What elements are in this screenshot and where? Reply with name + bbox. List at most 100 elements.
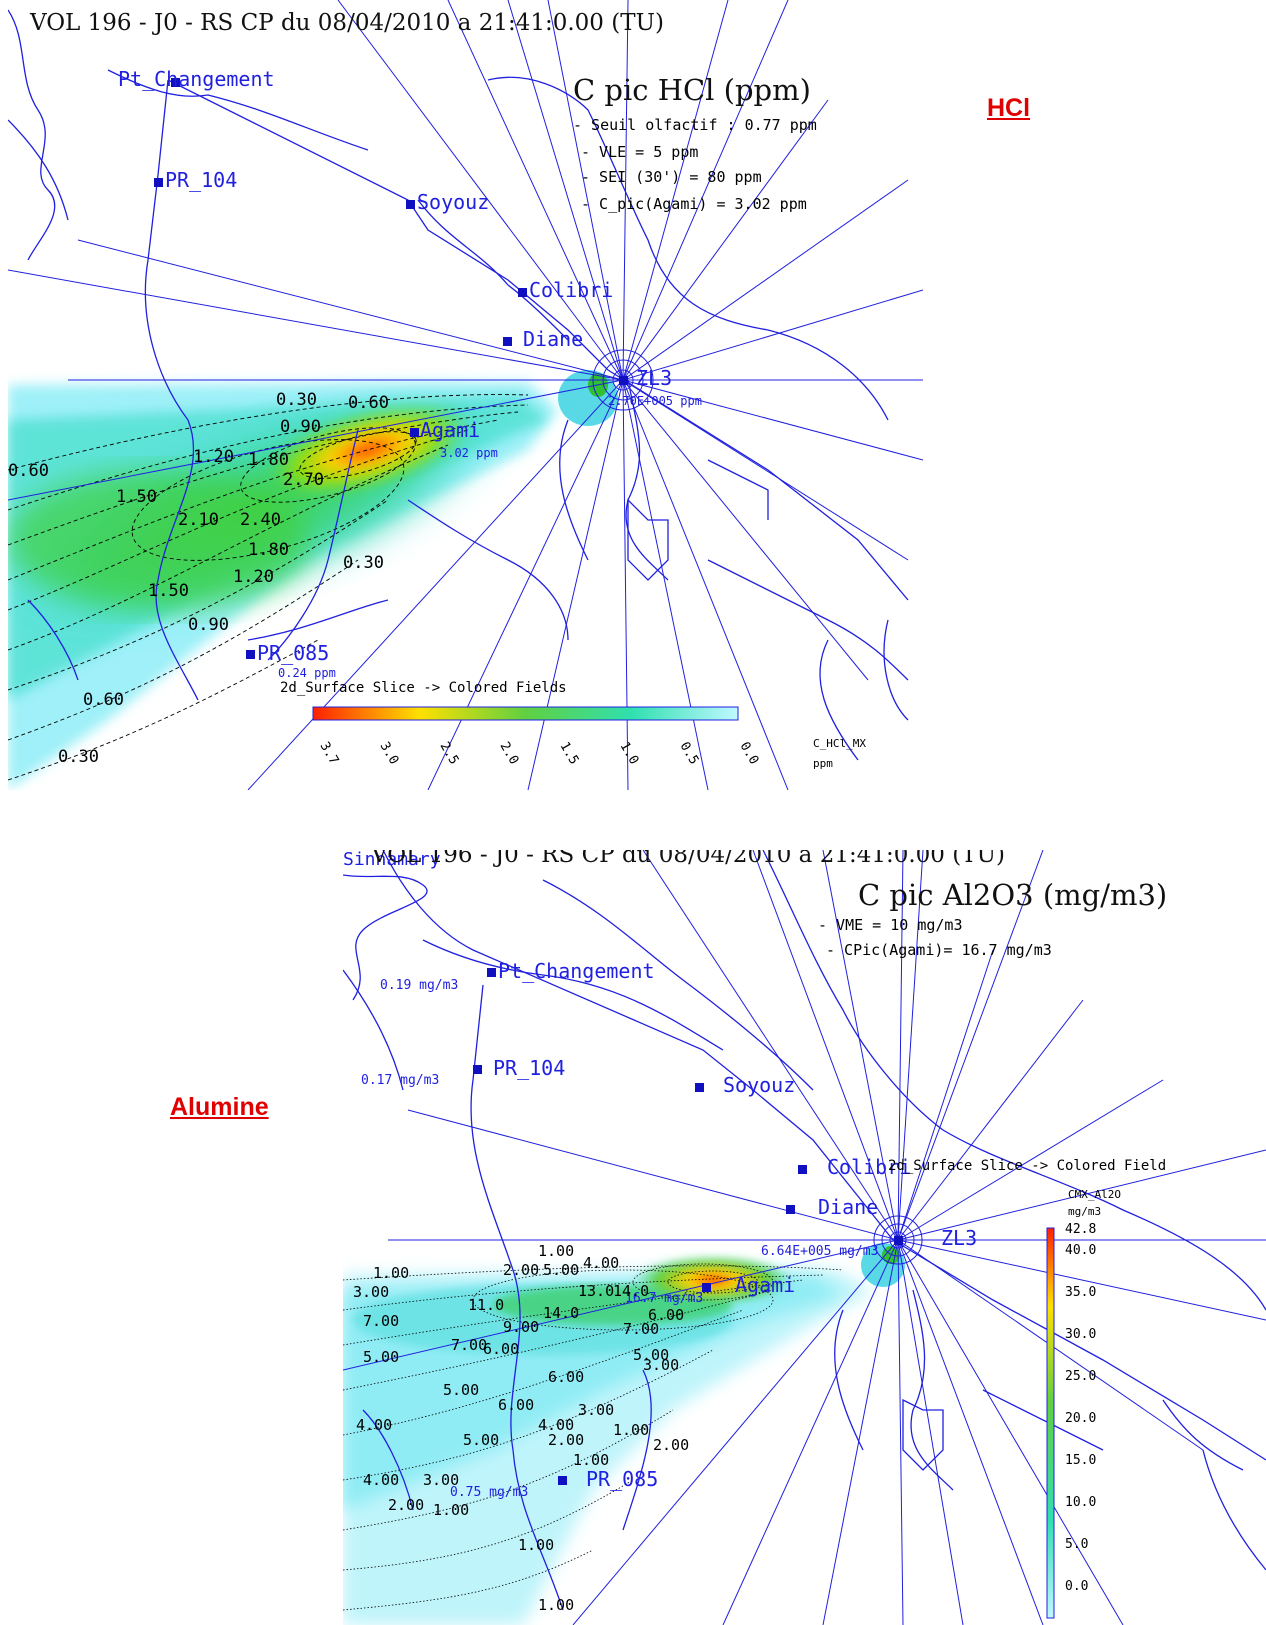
- svg-text:PR_104: PR_104: [165, 168, 237, 192]
- svg-text:6.00: 6.00: [648, 1306, 684, 1324]
- hcl-station-soyouz: Soyouz: [406, 190, 489, 214]
- svg-text:25.0: 25.0: [1065, 1369, 1096, 1384]
- hcl-contour-labels: 0.30 0.60 0.90 1.20 1.50 1.80 2.10 2.40 …: [8, 390, 389, 767]
- hcl-contours: [8, 394, 529, 781]
- alumine-colorbar: 2d_Surface Slice -> Colored Field CMX_Al…: [888, 1158, 1166, 1619]
- hcl-radial-lines: [8, 0, 923, 790]
- svg-text:11.0: 11.0: [468, 1296, 504, 1314]
- station-marker-icon: [503, 337, 512, 346]
- hcl-threshold-vle: - VLE = 5 ppm: [581, 143, 698, 161]
- svg-text:5.00: 5.00: [543, 1261, 579, 1279]
- contour-label: 0.90: [188, 615, 229, 635]
- svg-text:PR_104: PR_104: [493, 1056, 565, 1080]
- svg-text:3.7: 3.7: [317, 740, 342, 768]
- svg-text:ZL3: ZL3: [636, 366, 672, 390]
- svg-text:2.00: 2.00: [548, 1431, 584, 1449]
- hcl-run-header: VOL 196 - J0 - RS CP du 08/04/2010 a 21:…: [29, 10, 664, 36]
- svg-text:7.00: 7.00: [623, 1320, 659, 1338]
- svg-text:2.00: 2.00: [653, 1436, 689, 1454]
- svg-text:42.8: 42.8: [1065, 1222, 1096, 1237]
- hcl-station-pr085: PR_085 0.24 ppm: [246, 641, 336, 680]
- colorbar-caption: 2d_Surface Slice -> Colored Field: [888, 1158, 1166, 1174]
- svg-text:4.00: 4.00: [356, 1416, 392, 1434]
- svg-text:2.00: 2.00: [503, 1261, 539, 1279]
- svg-text:3.00: 3.00: [578, 1401, 614, 1419]
- svg-text:3.02 ppm: 3.02 ppm: [440, 446, 498, 460]
- station-marker-icon: [410, 428, 419, 437]
- alumine-map-title: C pic Al2O3 (mg/m3): [858, 878, 1167, 912]
- svg-text:1.0: 1.0: [617, 740, 642, 768]
- colorbar-variable: C_HCl_MX: [813, 737, 866, 750]
- hcl-plume-field: [8, 370, 618, 790]
- svg-text:ZL3: ZL3: [941, 1226, 977, 1250]
- alumine-map-lines: [343, 850, 1266, 1611]
- svg-text:Diane: Diane: [523, 327, 583, 351]
- svg-text:0.24 ppm: 0.24 ppm: [278, 666, 336, 680]
- alumine-station-pt-changement: Pt_Changement 0.19 mg/m3: [380, 959, 655, 993]
- alumine-station-pr085: PR_085 0.75 mg/m3: [450, 1467, 658, 1500]
- svg-text:Pt_Changement: Pt_Changement: [118, 67, 275, 91]
- contour-label: 1.20: [233, 567, 274, 587]
- svg-text:1.00: 1.00: [573, 1451, 609, 1469]
- panel-label-hcl: HCl: [987, 94, 1031, 122]
- colorbar-unit: ppm: [813, 757, 833, 770]
- hcl-station-diane: Diane: [503, 327, 583, 351]
- svg-text:1.5: 1.5: [557, 740, 582, 768]
- hcl-map-title: C pic HCl (ppm): [573, 73, 811, 107]
- hcl-threshold-olfactif: - Seuil olfactif : 0.77 ppm: [573, 116, 817, 134]
- station-marker-icon: [695, 1083, 704, 1092]
- hcl-station-pr104: PR_104: [154, 168, 237, 192]
- contour-label: 2.10: [178, 510, 219, 530]
- svg-text:6.00: 6.00: [498, 1396, 534, 1414]
- alumine-run-header: VOL 196 - J0 - RS CP du 08/04/2010 a 21:…: [370, 850, 1005, 868]
- svg-text:1.00: 1.00: [433, 1501, 469, 1519]
- svg-text:PR_085: PR_085: [586, 1467, 658, 1491]
- contour-label: 1.80: [248, 540, 289, 560]
- svg-text:4.00: 4.00: [363, 1471, 399, 1489]
- svg-text:10.0: 10.0: [1065, 1495, 1096, 1510]
- alumine-radial-lines: [343, 850, 1266, 1625]
- station-marker-icon: [154, 178, 163, 187]
- station-marker-icon: [473, 1065, 482, 1074]
- alumine-threshold-agami: - CPic(Agami)= 16.7 mg/m3: [826, 941, 1052, 959]
- contour-label: 2.40: [240, 510, 281, 530]
- alumine-station-colibri: Colibri: [798, 1155, 911, 1179]
- svg-text:5.00: 5.00: [443, 1381, 479, 1399]
- alumine-station-pr104: PR_104 0.17 mg/m3: [361, 1056, 565, 1088]
- station-marker-icon: [619, 376, 628, 385]
- colorbar-ticks: 42.8 40.0 35.0 30.0 25.0 20.0 15.0 10.0 …: [1065, 1222, 1096, 1594]
- hcl-station-agami: Agami 3.02 ppm: [410, 418, 498, 460]
- hcl-station-zl3: ZL3 2.70E+005 ppm: [608, 366, 702, 408]
- svg-text:0.19 mg/m3: 0.19 mg/m3: [380, 978, 458, 993]
- station-marker-icon: [702, 1283, 711, 1292]
- contour-label: 1.20: [193, 447, 234, 467]
- hcl-colorbar: 2d_Surface Slice -> Colored Fields 3.7 3…: [280, 680, 866, 770]
- alumine-town-sinnamary: Sinnamary: [343, 850, 441, 870]
- svg-text:5.0: 5.0: [1065, 1537, 1088, 1552]
- svg-text:7.00: 7.00: [451, 1336, 487, 1354]
- alumine-contour-labels: 1.00 3.00 7.00 5.00 11.0 2.00 5.00 4.00 …: [353, 1242, 689, 1614]
- svg-text:Soyouz: Soyouz: [417, 190, 489, 214]
- station-marker-icon: [894, 1236, 903, 1245]
- contour-label: 1.80: [248, 450, 289, 470]
- station-marker-icon: [558, 1476, 567, 1485]
- svg-text:1.00: 1.00: [373, 1264, 409, 1282]
- svg-text:Colibri: Colibri: [827, 1155, 911, 1179]
- alumine-station-diane: Diane: [786, 1195, 878, 1219]
- svg-text:14.0: 14.0: [613, 1282, 649, 1300]
- svg-text:0.75 mg/m3: 0.75 mg/m3: [450, 1485, 528, 1500]
- svg-text:1.00: 1.00: [538, 1596, 574, 1614]
- svg-text:14.0: 14.0: [543, 1304, 579, 1322]
- colorbar-caption: 2d_Surface Slice -> Colored Fields: [280, 680, 567, 696]
- station-marker-icon: [786, 1205, 795, 1214]
- svg-text:13.0: 13.0: [578, 1282, 614, 1300]
- station-marker-icon: [487, 968, 496, 977]
- alumine-dispersion-map: Sinnamary VOL 196 - J0 - RS CP du 08/04/…: [343, 850, 1266, 1625]
- svg-text:6.00: 6.00: [548, 1368, 584, 1386]
- svg-text:1.00: 1.00: [518, 1536, 554, 1554]
- svg-text:4.00: 4.00: [583, 1254, 619, 1272]
- colorbar-unit: mg/m3: [1068, 1205, 1101, 1218]
- svg-text:0.17 mg/m3: 0.17 mg/m3: [361, 1073, 439, 1088]
- alumine-threshold-vme: - VME = 10 mg/m3: [818, 916, 963, 934]
- station-marker-icon: [518, 288, 527, 297]
